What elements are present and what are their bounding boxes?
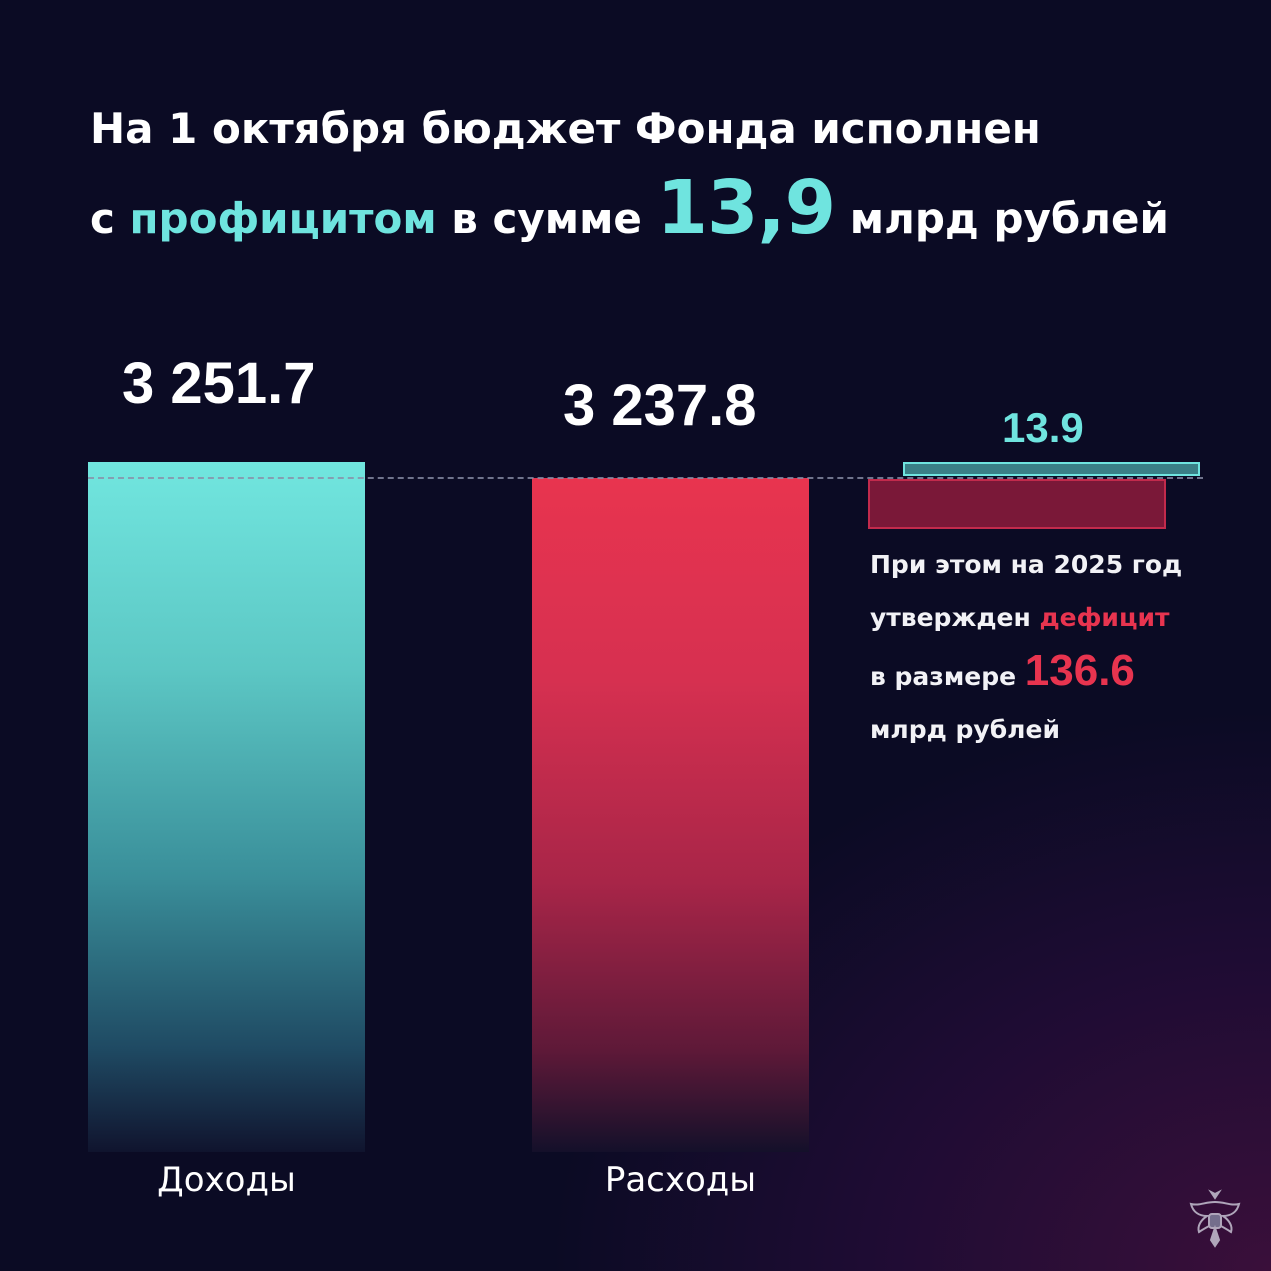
- bar-income: [88, 462, 365, 1152]
- note-line3-prefix: в размере: [870, 662, 1017, 691]
- value-label-expense: 3 237.8: [563, 373, 757, 438]
- headline-suffix: млрд рублей: [849, 194, 1169, 243]
- note-line4: млрд рублей: [870, 715, 1060, 744]
- headline-accent-word: профицитом: [129, 194, 437, 243]
- reference-line: [88, 477, 1203, 479]
- category-label-expense: Расходы: [604, 1160, 757, 1200]
- headline-value: 13,9: [656, 165, 837, 251]
- double-headed-eagle-emblem-icon: [1189, 1189, 1241, 1248]
- deficit-bar: [868, 479, 1166, 529]
- note-line3: в размере 136.6: [870, 644, 1250, 703]
- note-deficit-value: 136.6: [1024, 646, 1135, 695]
- bar-expense: [532, 478, 809, 1152]
- value-label-surplus: 13.9: [1002, 404, 1084, 451]
- headline-line1: На 1 октября бюджет Фонда исполнен: [90, 104, 1041, 153]
- headline: На 1 октября бюджет Фонда исполнен с про…: [90, 100, 1240, 269]
- deficit-note: При этом на 2025 год утвержден дефицит в…: [870, 538, 1250, 756]
- headline-prefix: с: [90, 194, 115, 243]
- note-line1: При этом на 2025 год: [870, 550, 1183, 579]
- category-label-income: Доходы: [157, 1160, 296, 1200]
- surplus-bar: [903, 462, 1200, 476]
- headline-line2: с профицитом в сумме 13,9 млрд рублей: [90, 158, 1240, 269]
- headline-mid: в сумме: [451, 194, 642, 243]
- note-line2: утвержден дефицит: [870, 591, 1250, 644]
- note-line2-prefix: утвержден: [870, 603, 1031, 632]
- value-label-income: 3 251.7: [122, 351, 316, 416]
- note-deficit-word: дефицит: [1039, 603, 1170, 632]
